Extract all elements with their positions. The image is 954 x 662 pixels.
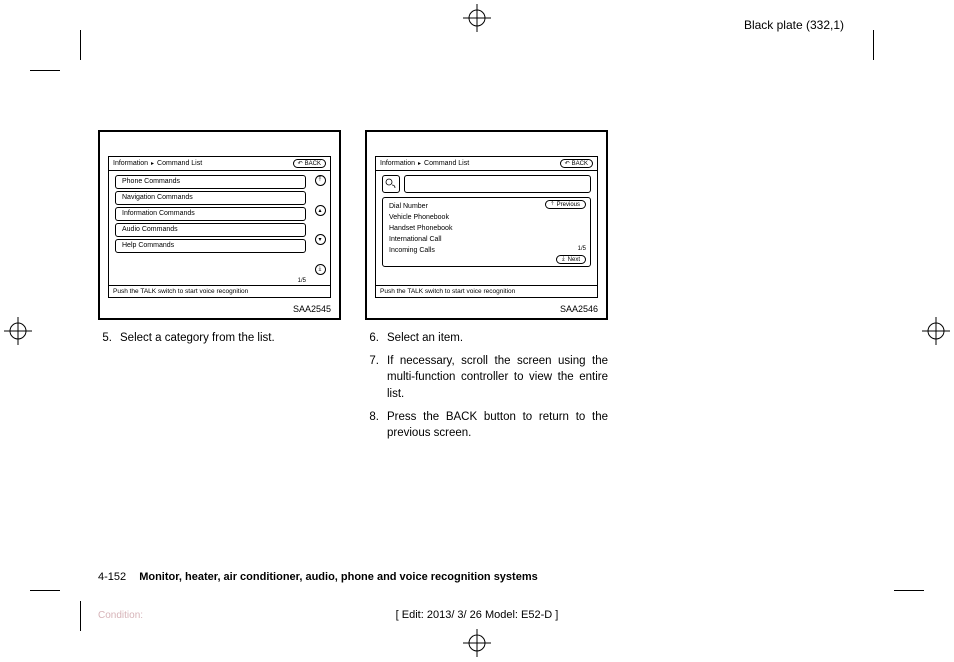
step-text: If necessary, scroll the screen using th… xyxy=(387,353,608,403)
crop-mark xyxy=(30,70,60,71)
step-number: 6. xyxy=(365,330,379,347)
back-button[interactable]: ↶ BACK xyxy=(560,159,593,168)
category-row[interactable]: Phone Commands xyxy=(115,175,306,189)
scroll-down-icon[interactable]: ▾ xyxy=(315,234,326,245)
next-label: Next xyxy=(568,257,580,263)
up-arrow-icon: ⤒ xyxy=(551,201,554,208)
screen-footer: Push the TALK switch to start voice reco… xyxy=(376,285,597,297)
instruction-step: 5. Select a category from the list. xyxy=(98,330,341,347)
back-label: BACK xyxy=(305,161,321,167)
step-number: 7. xyxy=(365,353,379,403)
scroll-bottom-icon[interactable]: ⤓ xyxy=(315,264,326,275)
previous-button[interactable]: ⤒ Previous xyxy=(545,200,586,209)
instruction-step: 6. Select an item. xyxy=(365,330,608,347)
page-footer: 4-152 Monitor, heater, air conditioner, … xyxy=(98,571,538,583)
list-item[interactable]: Incoming Calls xyxy=(389,245,584,256)
list-item[interactable]: Vehicle Phonebook xyxy=(389,212,584,223)
scroll-indicator-column: ⤒ ▴ ▾ ⤓ xyxy=(314,175,326,275)
previous-label: Previous xyxy=(557,202,580,208)
category-row[interactable]: Information Commands xyxy=(115,207,306,221)
scroll-top-icon[interactable]: ⤒ xyxy=(315,175,326,186)
category-row[interactable]: Audio Commands xyxy=(115,223,306,237)
screen-command-list-items: Information ▸ Command List ↶ BACK xyxy=(375,156,598,298)
step-text: Select a category from the list. xyxy=(120,330,341,347)
step-text: Select an item. xyxy=(387,330,608,347)
column-right: Information ▸ Command List ↶ BACK xyxy=(365,130,608,448)
section-title: Monitor, heater, air conditioner, audio,… xyxy=(139,571,538,583)
page-number: 4-152 xyxy=(98,571,126,583)
screen-command-list-categories: Information ▸ Command List ↶ BACK Phone … xyxy=(108,156,331,298)
instruction-step: 7. If necessary, scroll the screen using… xyxy=(365,353,608,403)
category-row[interactable]: Navigation Commands xyxy=(115,191,306,205)
registration-mark-top xyxy=(463,4,491,32)
instruction-step: 8. Press the BACK button to return to th… xyxy=(365,409,608,442)
next-button[interactable]: ⤓ Next xyxy=(556,255,586,264)
crop-mark xyxy=(873,30,874,60)
breadcrumb-part: Command List xyxy=(424,160,469,167)
breadcrumb-part: Information xyxy=(380,160,415,167)
voice-face-icon xyxy=(382,175,400,193)
item-list-box: Dial Number Vehicle Phonebook Handset Ph… xyxy=(382,197,591,267)
step-number: 5. xyxy=(98,330,112,347)
column-left: Information ▸ Command List ↶ BACK Phone … xyxy=(98,130,341,448)
plate-label: Black plate (332,1) xyxy=(744,18,844,32)
back-arrow-icon: ↶ xyxy=(565,160,570,167)
edit-info: [ Edit: 2013/ 3/ 26 Model: E52-D ] xyxy=(396,609,559,621)
step-number: 8. xyxy=(365,409,379,442)
list-item[interactable]: International Call xyxy=(389,234,584,245)
category-row[interactable]: Help Commands xyxy=(115,239,306,253)
breadcrumb-part: Command List xyxy=(157,160,202,167)
page-indicator: 1/5 xyxy=(578,246,586,252)
voice-input-box[interactable] xyxy=(404,175,591,193)
list-item[interactable]: Handset Phonebook xyxy=(389,223,584,234)
registration-mark-left xyxy=(4,317,32,345)
scroll-up-icon[interactable]: ▴ xyxy=(315,205,326,216)
crop-mark xyxy=(894,590,924,591)
back-button[interactable]: ↶ BACK xyxy=(293,159,326,168)
crop-mark xyxy=(80,601,81,631)
condition-label: Condition: xyxy=(98,610,143,621)
down-arrow-icon: ⤓ xyxy=(562,256,565,263)
figure-2-frame: Information ▸ Command List ↶ BACK xyxy=(365,130,608,320)
screen-footer: Push the TALK switch to start voice reco… xyxy=(109,285,330,297)
screen-header: Information ▸ Command List ↶ BACK xyxy=(109,157,330,171)
breadcrumb-separator-icon: ▸ xyxy=(418,160,421,167)
breadcrumb-separator-icon: ▸ xyxy=(151,160,154,167)
figure-id: SAA2546 xyxy=(560,304,598,314)
step-text: Press the BACK button to return to the p… xyxy=(387,409,608,442)
crop-mark xyxy=(30,590,60,591)
back-arrow-icon: ↶ xyxy=(298,160,303,167)
breadcrumb-part: Information xyxy=(113,160,148,167)
figure-id: SAA2545 xyxy=(293,304,331,314)
crop-mark xyxy=(80,30,81,60)
registration-mark-bottom xyxy=(463,629,491,657)
registration-mark-right xyxy=(922,317,950,345)
back-label: BACK xyxy=(572,161,588,167)
page-indicator: 1/5 xyxy=(298,278,306,284)
figure-1-frame: Information ▸ Command List ↶ BACK Phone … xyxy=(98,130,341,320)
screen-header: Information ▸ Command List ↶ BACK xyxy=(376,157,597,171)
